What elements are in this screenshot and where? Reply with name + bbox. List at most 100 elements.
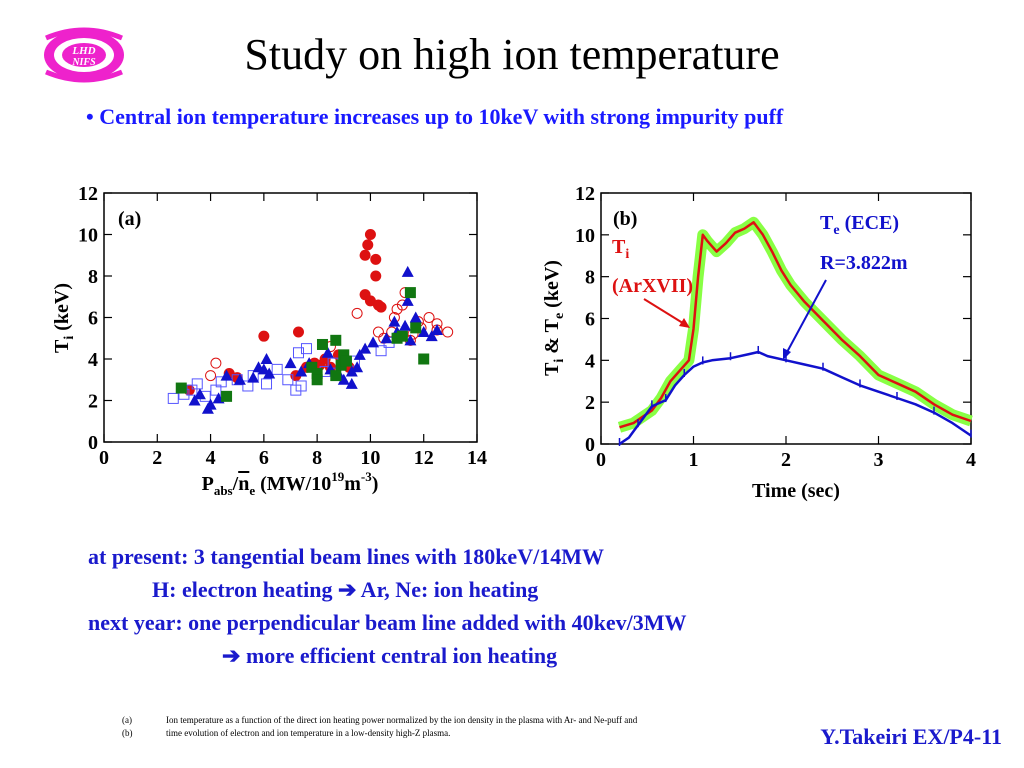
data-point-filled-triangle (284, 357, 297, 369)
data-point-filled-triangle (380, 332, 393, 344)
te-arrow (785, 279, 827, 355)
data-point-filled-square (330, 370, 342, 382)
data-point-filled-triangle (425, 330, 438, 342)
data-point-filled-triangle (417, 326, 430, 338)
note-line-1: at present: 3 tangential beam lines with… (88, 544, 604, 569)
chart-b-ylabel: Ti & Te (keV) (541, 260, 567, 376)
arrow-icon: ➔ (222, 643, 241, 668)
data-point-filled-triangle (263, 367, 276, 379)
data-point-filled-triangle (431, 323, 444, 335)
chart-b-xtick-label: 2 (781, 449, 791, 471)
data-point-open-square (167, 392, 179, 404)
data-point-filled-triangle (399, 319, 412, 331)
chart-a-ytick-label: 12 (78, 183, 98, 205)
data-point-filled-triangle (404, 334, 417, 346)
chart-a-xlabel: Pabs/ne (MW/1019m-3) (202, 469, 379, 498)
chart-a-points (167, 229, 454, 414)
chart-a-ytick-label: 0 (88, 432, 98, 454)
data-point-filled-circle (258, 330, 270, 342)
data-point-filled-square (316, 338, 328, 350)
data-point-filled-square (311, 374, 323, 386)
chart-a-ytick-label: 6 (88, 308, 98, 330)
data-point-filled-triangle (353, 348, 366, 360)
chart-a-xtick-label: 2 (152, 447, 162, 469)
chart-a-xtick-label: 14 (467, 447, 487, 469)
data-point-filled-triangle (367, 336, 380, 348)
data-point-open-square (375, 345, 387, 357)
data-point-filled-circle (292, 326, 304, 338)
data-point-filled-square (306, 361, 318, 373)
data-point-open-circle (351, 307, 363, 319)
chart-a-xtick-label: 8 (312, 447, 322, 469)
page-subtitle: • Central ion temperature increases up t… (86, 104, 783, 130)
lhd-nifs-logo: LHD NIFS (44, 27, 124, 83)
chart-a-ytick-label: 8 (88, 266, 98, 288)
chart-b-xtick-label: 1 (689, 449, 699, 471)
data-point-filled-square (338, 349, 350, 361)
data-point-open-circle (205, 370, 217, 382)
data-point-filled-square (410, 322, 422, 334)
chart-b-ytick-label: 2 (585, 392, 595, 414)
data-point-filled-triangle (193, 388, 206, 400)
data-point-filled-triangle (204, 398, 217, 410)
data-point-filled-circle (364, 229, 376, 240)
data-point-filled-square (175, 382, 187, 394)
arrow-icon: ➔ (337, 577, 357, 602)
data-point-filled-triangle (220, 369, 233, 381)
chart-a-xtick-label: 10 (360, 447, 380, 469)
data-point-open-square (261, 378, 273, 390)
footnote-b: (b) time evolution of electron and ion te… (122, 728, 451, 738)
note-line-2: H: electron heating ➔ Ar, Ne: ion heatin… (152, 577, 539, 602)
logo-mark (44, 27, 124, 83)
data-point-filled-triangle (345, 377, 358, 389)
data-point-open-circle (372, 326, 384, 338)
te-annotation: Te (ECE) (820, 212, 899, 238)
bullet: • (86, 104, 94, 129)
data-point-filled-triangle (321, 346, 334, 358)
ti-arrow (643, 298, 687, 326)
chart-b-ytick-label: 0 (585, 434, 595, 456)
data-point-open-square (215, 376, 227, 388)
data-point-filled-square (340, 355, 352, 367)
data-point-filled-triangle (388, 315, 401, 327)
ti-arrow-head (679, 318, 690, 328)
data-point-open-square (292, 347, 304, 359)
note-line-3: next year: one perpendicular beam line a… (88, 610, 687, 635)
footnote-a: (a) Ion temperature as a function of the … (122, 715, 638, 725)
data-point-open-square (295, 380, 307, 392)
te-annotation-r: R=3.822m (820, 252, 908, 274)
chart-a-xtick-label: 12 (414, 447, 434, 469)
data-point-filled-square (221, 390, 233, 402)
chart-a-ytick-label: 2 (88, 391, 98, 413)
logo-text-bottom: NIFS (71, 57, 96, 68)
data-point-open-square (300, 343, 312, 355)
data-point-filled-square (418, 353, 430, 365)
notes-block: at present: 3 tangential beam lines with… (88, 540, 686, 672)
chart-a-ytick-label: 10 (78, 225, 98, 247)
data-point-filled-triangle (295, 365, 308, 377)
chart-b-ytick-label: 8 (585, 267, 595, 289)
note-line-4: ➔ more efficient central ion heating (222, 643, 558, 668)
data-point-open-circle (210, 357, 222, 369)
data-point-filled-circle (359, 249, 371, 261)
ti-annotation: Ti (612, 236, 629, 262)
data-point-open-square (191, 378, 203, 390)
data-point-open-circle (423, 312, 435, 323)
ti-annotation-extra: (ArXVII) (612, 275, 693, 297)
chart-b-xtick-label: 0 (596, 449, 606, 471)
chart-a-xtick-label: 4 (206, 447, 216, 469)
data-point-filled-triangle (337, 373, 350, 385)
data-point-filled-triangle (351, 361, 364, 373)
data-point-filled-triangle (247, 371, 260, 383)
data-point-filled-circle (370, 270, 382, 282)
chart-a-ylabel: Ti (keV) (51, 283, 77, 353)
data-point-filled-triangle (257, 363, 270, 375)
data-point-filled-triangle (233, 373, 246, 385)
data-point-filled-triangle (359, 342, 372, 354)
data-point-filled-square (330, 334, 342, 346)
data-point-filled-circle (370, 253, 382, 265)
chart-a-ticks: 0 2 4 6 8 10 12 14 0 2 4 6 8 10 12 (78, 183, 487, 469)
